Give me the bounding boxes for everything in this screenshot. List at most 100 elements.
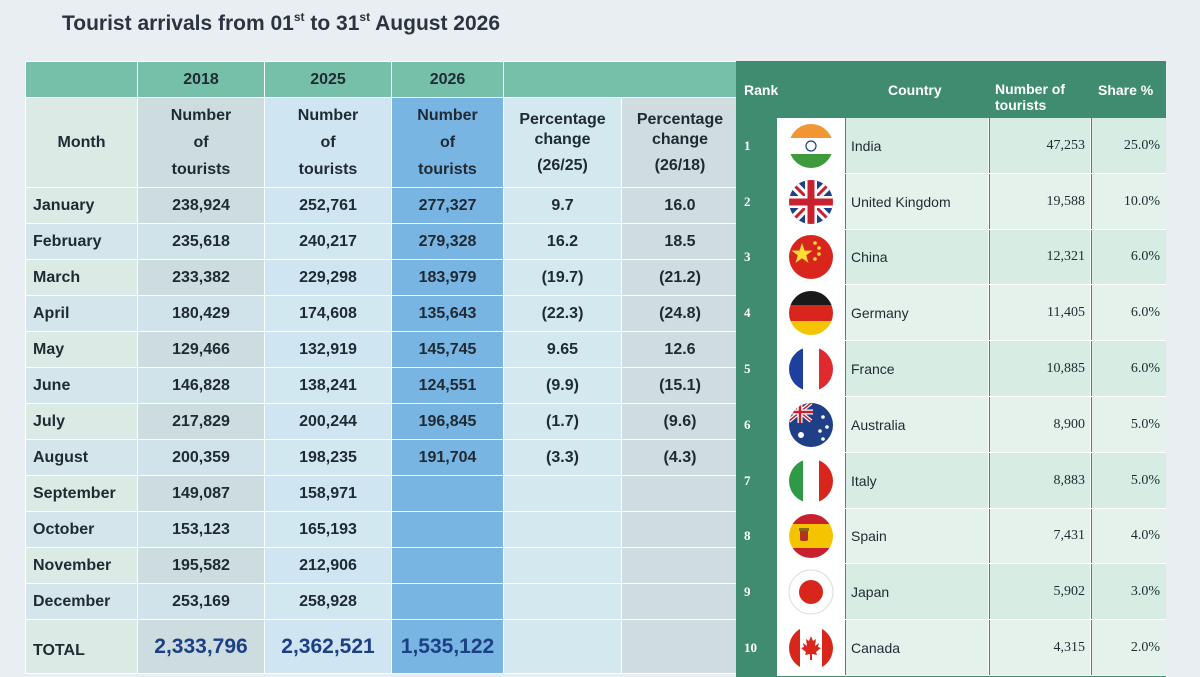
monthly-arrivals-table: 2018 2025 2026 Month Number of tourists Nu… — [25, 61, 739, 674]
share-cell: 5.0% — [1092, 397, 1166, 453]
tourists-2026-cell: 145,745 — [391, 331, 504, 368]
table-row: December 253,169 258,928 — [25, 583, 739, 620]
pct-change-26-25-cell — [503, 475, 622, 512]
germany-flag-icon — [789, 291, 833, 336]
table-row: January 238,924 252,761 277,327 9.7 16.0 — [25, 187, 739, 224]
flag-cell — [777, 452, 845, 509]
share-cell: 2.0% — [1092, 620, 1166, 676]
row-divider — [777, 172, 1166, 174]
number-of-tourists-cell: 8,900 — [990, 397, 1091, 453]
month-cell: October — [25, 511, 138, 548]
tourists-2025-cell: 165,193 — [264, 511, 392, 548]
table-row: June 146,828 138,241 124,551 (9.9) (15.1) — [25, 367, 739, 404]
country-cell: Canada — [846, 620, 989, 676]
number-of-tourists-cell: 19,588 — [990, 173, 1091, 230]
number-of-tourists-header: Number of tourists — [137, 97, 265, 188]
tourists-2026-cell: 279,328 — [391, 223, 504, 260]
tourists-2025-cell: 174,608 — [264, 295, 392, 332]
pct-change-26-18-cell: (4.3) — [621, 439, 739, 476]
month-cell: November — [25, 547, 138, 584]
share-cell: 6.0% — [1092, 229, 1166, 286]
pct-change-26-18-cell — [621, 475, 739, 512]
tourists-2018-cell: 217,829 — [137, 403, 265, 440]
share-header: Share % — [1098, 82, 1154, 98]
rank-cell: 4 — [744, 305, 751, 321]
number-of-tourists-cell: 8,883 — [990, 452, 1091, 509]
total-row: TOTAL 2,333,796 2,362,521 1,535,122 — [25, 619, 739, 674]
country-cell: Spain — [846, 508, 989, 565]
tourists-2018-cell: 129,466 — [137, 331, 265, 368]
tourists-2026-cell: 191,704 — [391, 439, 504, 476]
country-cell: United Kingdom — [846, 173, 989, 230]
rank-cell: 2 — [744, 193, 751, 209]
pct-change-26-25-cell — [503, 547, 622, 584]
share-cell: 10.0% — [1092, 173, 1166, 230]
india-flag-icon — [789, 123, 833, 168]
number-of-tourists-header: Number of tourists — [995, 81, 1065, 113]
tourists-2026-cell — [391, 547, 504, 584]
tourists-2025-cell: 212,906 — [264, 547, 392, 584]
year-2018-header: 2018 — [137, 61, 265, 98]
pct-change-26-25-cell: (1.7) — [503, 403, 622, 440]
country-cell: India — [846, 118, 989, 174]
number-of-tourists-cell: 11,405 — [990, 285, 1091, 342]
table-row: May 129,466 132,919 145,745 9.65 12.6 — [25, 331, 739, 368]
month-cell: February — [25, 223, 138, 260]
pct-change-26-18-cell — [621, 583, 739, 620]
table-row: September 149,087 158,971 — [25, 475, 739, 512]
row-divider — [777, 563, 1166, 565]
number-of-tourists-cell: 10,885 — [990, 341, 1091, 397]
tourists-2018-cell: 146,828 — [137, 367, 265, 404]
tourists-2026-cell: 196,845 — [391, 403, 504, 440]
tourists-2025-cell: 158,971 — [264, 475, 392, 512]
number-of-tourists-header: Number of tourists — [391, 97, 504, 188]
country-cell: France — [846, 341, 989, 397]
country-header: Country — [888, 82, 942, 98]
year-2026-header: 2026 — [391, 61, 504, 98]
row-divider — [777, 340, 1166, 342]
pct-change-26-18-cell — [621, 547, 739, 584]
china-flag-icon — [789, 235, 833, 280]
tourists-2026-cell: 135,643 — [391, 295, 504, 332]
page-title: Tourist arrivals from 01st to 31st Augus… — [62, 10, 501, 35]
month-header: Month — [25, 97, 138, 188]
spain-flag-icon — [789, 514, 833, 559]
year-2025-header: 2025 — [264, 61, 392, 98]
number-of-tourists-cell: 7,431 — [990, 508, 1091, 565]
table-row: October 153,123 165,193 — [25, 511, 739, 548]
pct-change-26-25-cell: (3.3) — [503, 439, 622, 476]
pct-change-26-18-cell: 12.6 — [621, 331, 739, 368]
table-row: 2 United Kingdom 19,588 10.0% — [736, 173, 1166, 230]
tourists-2025-cell: 138,241 — [264, 367, 392, 404]
tourists-2026-cell — [391, 475, 504, 512]
pct-change-26-18-cell: 16.0 — [621, 187, 739, 224]
rank-cell: 9 — [744, 584, 751, 600]
flag-cell — [777, 118, 845, 174]
row-divider — [777, 619, 1166, 621]
tourists-2018-cell: 153,123 — [137, 511, 265, 548]
table-row: 5 France 10,885 6.0% — [736, 341, 1166, 397]
tourists-2025-cell: 229,298 — [264, 259, 392, 296]
pct-change-26-25-cell: 9.65 — [503, 331, 622, 368]
country-cell: Italy — [846, 452, 989, 509]
column-header-row: Month Number of tourists Number of tourists … — [25, 97, 739, 188]
flag-cell — [777, 564, 845, 621]
number-of-tourists-cell: 4,315 — [990, 620, 1091, 676]
flag-cell — [777, 173, 845, 230]
table-row: 9 Japan 5,902 3.0% — [736, 564, 1166, 621]
pct-change-26-25-cell: 16.2 — [503, 223, 622, 260]
total-pct-26-18 — [621, 619, 739, 674]
table-row: 6 Australia 8,900 5.0% — [736, 397, 1166, 453]
italy-flag-icon — [789, 458, 833, 503]
row-divider — [777, 228, 1166, 230]
tourists-2018-cell: 235,618 — [137, 223, 265, 260]
number-of-tourists-header: Number of tourists — [264, 97, 392, 188]
pct-change-26-25-cell: (19.7) — [503, 259, 622, 296]
total-2018: 2,333,796 — [137, 619, 265, 674]
month-cell: July — [25, 403, 138, 440]
rank-cell: 10 — [744, 640, 757, 656]
tourists-2026-cell: 277,327 — [391, 187, 504, 224]
tourists-2026-cell — [391, 511, 504, 548]
share-cell: 5.0% — [1092, 452, 1166, 509]
flag-cell — [777, 229, 845, 286]
